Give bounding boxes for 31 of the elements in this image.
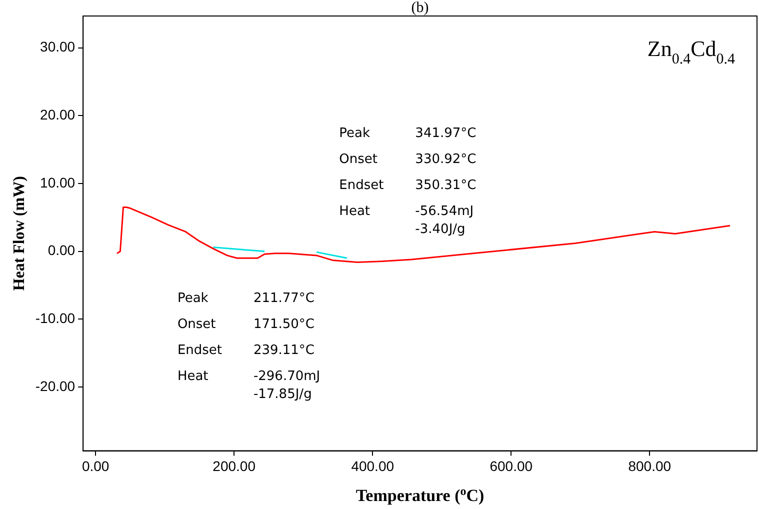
x-tick-label: 800.00 [628,458,672,474]
x-tick-label: 0.00 [82,458,110,474]
annotation: Heat [339,204,370,219]
chart-title: (b) [411,0,429,16]
annotation: Peak [339,126,371,141]
x-tick-label: 400.00 [351,458,394,474]
x-tick-label: 200.00 [212,458,256,474]
y-tick-label: 10.00 [40,174,76,190]
annotation: Heat [177,368,208,384]
annotation: 171.50°C [253,316,315,332]
y-tick-label: -10.00 [35,310,76,326]
annotation: Peak [177,290,209,306]
annotation: Onset [339,152,378,167]
y-tick-label: 0.00 [48,242,76,258]
annotation: 239.11°C [253,342,315,358]
y-tick-label: 20.00 [40,106,76,123]
annotation: Endset [339,178,384,193]
annotation: -3.40J/g [415,222,466,237]
annotation: Endset [177,342,222,358]
annotation: Onset [177,316,216,332]
y-tick-label: -20.00 [35,378,76,394]
annotation: 341.97°C [415,126,476,141]
annotation: -296.70mJ [253,368,320,384]
annotation: -56.54mJ [415,204,474,219]
annotation: -17.85J/g [253,386,312,402]
annotation: 211.77°C [253,290,315,306]
x-tick-label: 600.00 [490,458,533,474]
y-axis-title: Heat Flow (mW) [11,176,28,291]
annotation: 330.92°C [415,152,476,167]
y-tick-label: 30.00 [40,38,76,55]
annotation: 350.31°C [415,178,476,193]
